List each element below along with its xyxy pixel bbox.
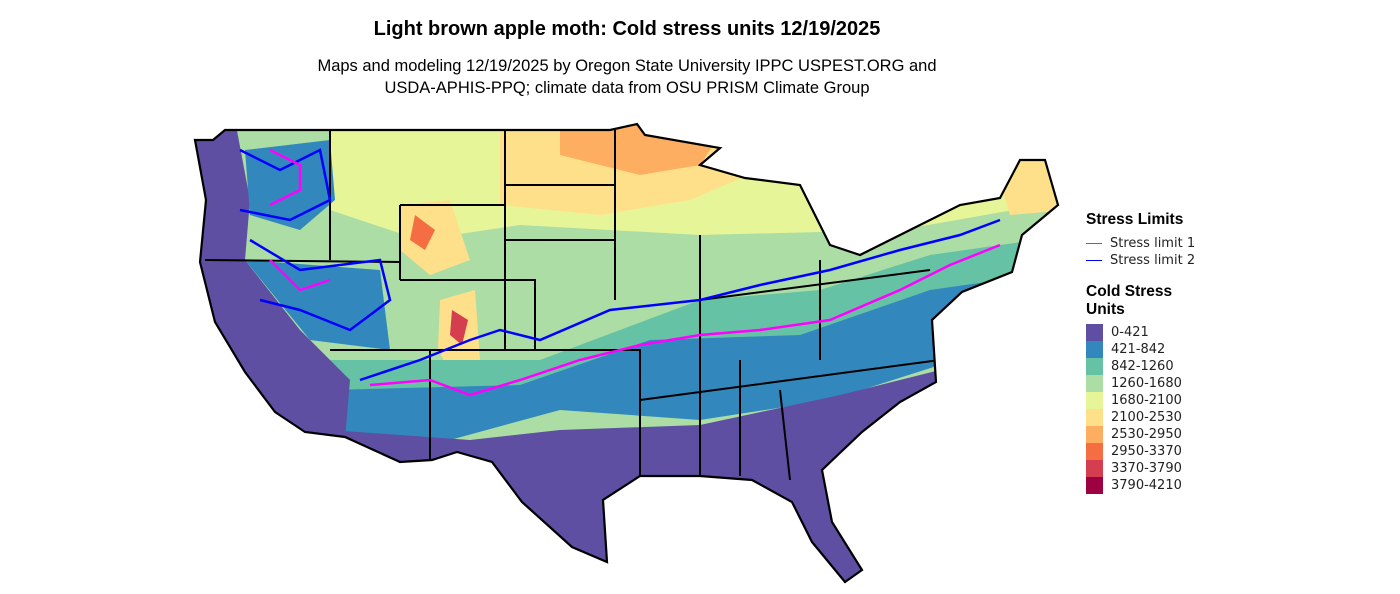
- legend-item-stress-limit-2: Stress limit 2: [1086, 252, 1195, 269]
- legend-class-item: 2530-2950: [1086, 426, 1195, 443]
- legend-class-item: 421-842: [1086, 341, 1195, 358]
- legend-class-label: 2100-2530: [1111, 410, 1182, 425]
- legend-class-item: 0-421: [1086, 324, 1195, 341]
- legend-class-item: 1260-1680: [1086, 375, 1195, 392]
- color-swatch: [1086, 375, 1103, 392]
- legend-class-item: 2100-2530: [1086, 409, 1195, 426]
- blue-line-icon: [1086, 259, 1102, 262]
- color-swatch: [1086, 341, 1103, 358]
- legend-class-label: 3790-4210: [1111, 478, 1182, 493]
- legend-class-item: 2950-3370: [1086, 443, 1195, 460]
- legend-label: Stress limit 2: [1110, 253, 1196, 268]
- legend-class-item: 3790-4210: [1086, 477, 1195, 494]
- subtitle-line-2: USDA-APHIS-PPQ; climate data from OSU PR…: [384, 79, 870, 97]
- legend-class-label: 842-1260: [1111, 359, 1174, 374]
- color-swatch: [1086, 324, 1103, 341]
- magenta-line-icon: [1086, 242, 1102, 245]
- color-swatch: [1086, 477, 1103, 494]
- legend-class-label: 421-842: [1111, 342, 1166, 357]
- legend-class-label: 1260-1680: [1111, 376, 1182, 391]
- legend-class-label: 2950-3370: [1111, 444, 1182, 459]
- cold-stress-legend-title: Cold Stress Units: [1086, 283, 1173, 318]
- class-3370-3790: [450, 310, 468, 345]
- legend-class-label: 1680-2100: [1111, 393, 1182, 408]
- subtitle-line-1: Maps and modeling 12/19/2025 by Oregon S…: [317, 57, 937, 75]
- class-2950-3370: [410, 215, 435, 250]
- map-title: Light brown apple moth: Cold stress unit…: [373, 18, 881, 40]
- legend: Stress Limits Stress limit 1 Stress limi…: [1086, 211, 1195, 494]
- color-swatch: [1086, 392, 1103, 409]
- legend-class-item: 842-1260: [1086, 358, 1195, 375]
- cold-stress-classes: 0-421 421-842 842-1260 1260-1680 1680-2100 21…: [1086, 324, 1195, 494]
- legend-class-item: 3370-3790: [1086, 460, 1195, 477]
- legend-class-label: 0-421: [1111, 325, 1149, 340]
- color-swatch: [1086, 460, 1103, 477]
- map-subtitle: Maps and modeling 12/19/2025 by Oregon S…: [0, 55, 1254, 99]
- stress-limit-1-line: [269, 148, 1001, 397]
- cold-stress-fill: [195, 124, 1058, 582]
- color-swatch: [1086, 358, 1103, 375]
- stress-limits-legend-title: Stress Limits: [1086, 211, 1184, 228]
- stress-limit-2-line: [239, 148, 1001, 382]
- color-swatch: [1086, 443, 1103, 460]
- legend-label: Stress limit 1: [1110, 236, 1196, 251]
- color-swatch: [1086, 426, 1103, 443]
- legend-class-item: 1680-2100: [1086, 392, 1195, 409]
- legend-class-label: 3370-3790: [1111, 461, 1182, 476]
- legend-item-stress-limit-1: Stress limit 1: [1086, 235, 1195, 252]
- legend-class-label: 2530-2950: [1111, 427, 1182, 442]
- color-swatch: [1086, 409, 1103, 426]
